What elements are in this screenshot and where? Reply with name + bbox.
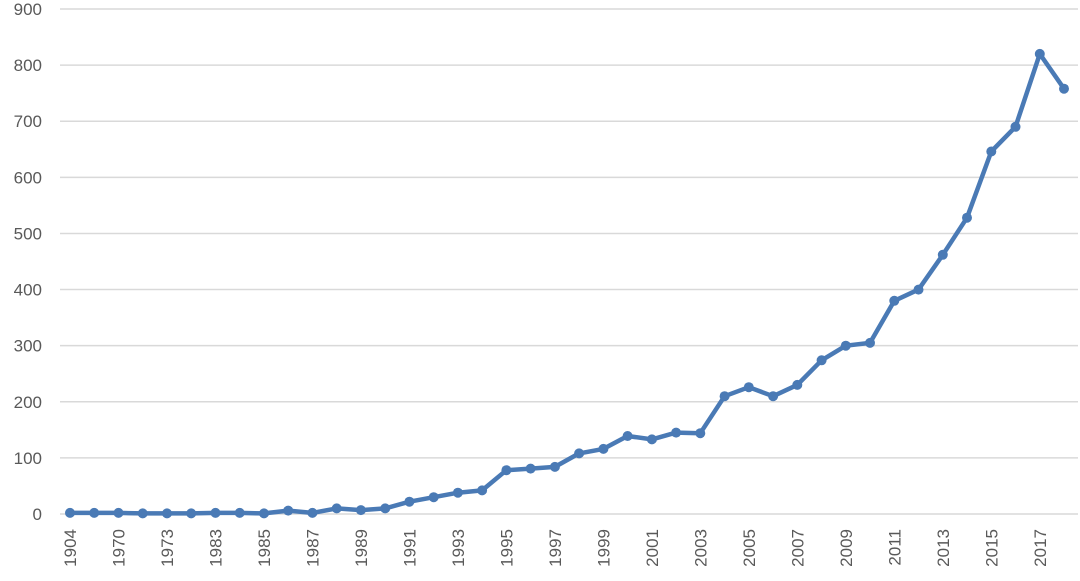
data-point xyxy=(477,485,488,496)
data-point xyxy=(137,508,148,519)
y-tick-label: 900 xyxy=(14,0,42,19)
data-point xyxy=(743,382,754,393)
data-point xyxy=(259,508,269,519)
data-point xyxy=(452,487,463,498)
data-point xyxy=(598,443,609,454)
x-tick-label: 1904 xyxy=(61,529,80,567)
data-point xyxy=(768,391,779,402)
x-tick-label: 2017 xyxy=(1031,529,1050,567)
data-point xyxy=(428,492,439,503)
x-tick-label: 1985 xyxy=(255,529,274,567)
data-point xyxy=(913,284,924,295)
data-point xyxy=(889,295,900,306)
series-line xyxy=(67,51,1067,516)
data-point xyxy=(283,505,294,516)
y-tick-label: 100 xyxy=(14,449,42,468)
x-tick-label: 2015 xyxy=(982,529,1001,567)
x-tick-label: 2005 xyxy=(740,529,759,567)
gridlines xyxy=(60,8,1078,515)
x-tick-label: 1970 xyxy=(109,529,128,567)
x-axis-ticks: 1904 1970 1973 1983 1985 1987 1989 1991 1993 1995… xyxy=(61,529,1050,567)
data-point xyxy=(113,507,124,518)
data-point xyxy=(65,507,75,518)
data-point xyxy=(234,507,245,518)
data-point xyxy=(646,434,657,445)
data-point xyxy=(162,508,172,519)
data-point xyxy=(89,507,100,518)
x-tick-label: 2001 xyxy=(643,529,662,567)
y-tick-label: 0 xyxy=(33,505,42,524)
data-point xyxy=(210,507,221,518)
x-tick-label: 1995 xyxy=(497,529,516,567)
data-point xyxy=(840,340,851,351)
x-tick-label: 1989 xyxy=(352,529,371,567)
data-point xyxy=(525,463,536,474)
data-point xyxy=(865,337,875,348)
data-point xyxy=(695,428,706,439)
data-point xyxy=(307,507,318,518)
y-tick-label: 400 xyxy=(14,281,42,300)
x-tick-label: 1987 xyxy=(303,529,322,567)
y-tick-label: 300 xyxy=(14,337,42,356)
data-point xyxy=(331,503,342,514)
data-point xyxy=(380,503,391,514)
data-point xyxy=(671,427,682,438)
x-tick-label: 2003 xyxy=(691,529,710,567)
x-tick-label: 1973 xyxy=(158,529,177,567)
data-point xyxy=(355,505,366,516)
x-tick-label: 1983 xyxy=(206,529,225,567)
x-tick-label: 1993 xyxy=(449,529,468,567)
y-tick-label: 500 xyxy=(14,224,42,243)
x-tick-label: 2007 xyxy=(788,529,807,567)
y-tick-label: 800 xyxy=(14,56,42,75)
data-point xyxy=(962,212,972,223)
y-axis-ticks: 0 100 200 300 400 500 600 700 800 900 xyxy=(14,0,42,524)
y-tick-label: 700 xyxy=(14,112,42,131)
data-point xyxy=(622,431,633,441)
x-tick-label: 2011 xyxy=(885,529,904,566)
series-layer xyxy=(65,48,1069,519)
data-point xyxy=(404,496,415,507)
data-point xyxy=(1010,121,1021,132)
y-tick-label: 200 xyxy=(14,393,42,412)
data-point xyxy=(1034,48,1045,59)
data-point xyxy=(937,249,948,260)
x-tick-label: 1997 xyxy=(546,529,565,567)
data-point xyxy=(549,461,560,472)
x-tick-label: 1999 xyxy=(594,529,613,567)
data-point xyxy=(792,379,803,390)
y-tick-label: 600 xyxy=(14,168,42,187)
data-point xyxy=(186,508,197,519)
x-tick-label: 2009 xyxy=(837,529,856,567)
data-point xyxy=(1059,83,1069,94)
data-point xyxy=(986,146,997,157)
data-point xyxy=(574,448,585,459)
x-tick-label: 1991 xyxy=(400,529,419,567)
x-tick-label: 2013 xyxy=(934,529,953,567)
data-point xyxy=(816,355,827,366)
data-point xyxy=(501,465,512,476)
data-point xyxy=(719,391,730,402)
